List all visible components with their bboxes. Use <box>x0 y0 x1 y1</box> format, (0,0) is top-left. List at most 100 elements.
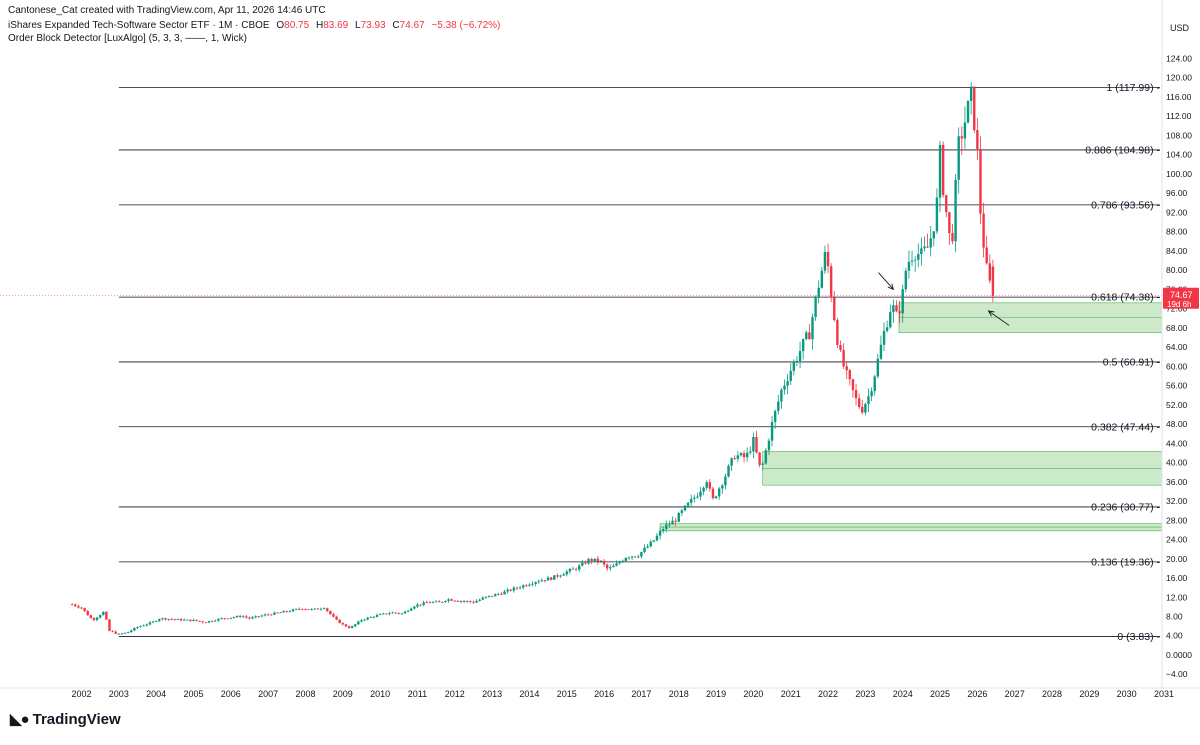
candle-body <box>773 410 777 423</box>
y-tick-label-31: 0.0000 <box>1166 650 1192 660</box>
candle-body <box>864 404 867 413</box>
x-tick-label-1: 2003 <box>109 689 129 699</box>
indicator-legend[interactable]: Order Block Detector [LuxAlgo] (5, 3, 3,… <box>8 33 247 44</box>
fib-label-7: 0.136 (19.36) - <box>1091 556 1160 568</box>
candle-body <box>133 628 136 631</box>
candle-body <box>985 247 988 264</box>
y-tick-label-15: 64.00 <box>1166 342 1188 352</box>
candle-body <box>957 136 960 180</box>
candle-body <box>826 252 830 267</box>
candle-body <box>627 557 631 559</box>
candle-body <box>602 560 606 565</box>
candle-body <box>170 619 173 620</box>
candle-body <box>876 358 880 377</box>
candle-body <box>941 144 945 196</box>
candle-body <box>260 615 264 617</box>
candle-body <box>705 482 708 488</box>
candle-body <box>817 287 820 297</box>
candle-body <box>689 498 693 503</box>
candle-body <box>736 455 740 459</box>
candle-body <box>861 406 864 413</box>
candle-body <box>609 567 612 569</box>
candle-body <box>282 611 285 613</box>
candle-body <box>298 608 301 610</box>
candle-body <box>322 608 326 610</box>
candle-body <box>111 630 114 632</box>
x-tick-label-7: 2009 <box>333 689 353 699</box>
candle-body <box>724 476 727 486</box>
ohlc-close: 74.67 <box>399 20 425 31</box>
candle-body <box>948 212 951 233</box>
candle-body <box>148 622 152 625</box>
candle-body <box>276 612 279 614</box>
fib-label-1: 0.886 (104.98) - <box>1085 144 1160 156</box>
candle-body <box>254 616 257 618</box>
x-tick-label-0: 2002 <box>71 689 91 699</box>
x-tick-label-12: 2014 <box>519 689 539 699</box>
order-block-zone-0 <box>898 302 1163 333</box>
candle-body <box>329 610 332 615</box>
x-tick-label-28: 2030 <box>1117 689 1137 699</box>
candle-body <box>89 615 93 619</box>
x-tick-label-24: 2026 <box>967 689 987 699</box>
candle-body <box>469 601 472 602</box>
y-tick-label-25: 24.00 <box>1166 535 1188 545</box>
candle-body <box>382 613 385 615</box>
x-tick-label-29: 2031 <box>1154 689 1174 699</box>
candle-body <box>596 558 600 562</box>
candle-body <box>413 606 416 609</box>
candle-body <box>879 344 883 359</box>
arrow-head-1 <box>987 310 995 317</box>
candle-body <box>385 613 388 615</box>
candle-body <box>805 332 808 340</box>
candle-body <box>92 618 96 621</box>
ohlc-high-label: H <box>315 20 324 31</box>
candle-body <box>565 571 568 575</box>
candle-body <box>901 289 904 314</box>
y-tick-label-32: −4.00 <box>1166 669 1188 679</box>
candle-body <box>459 601 463 602</box>
candle-body <box>571 568 575 570</box>
candle-body <box>637 556 640 558</box>
candle-body <box>195 619 198 621</box>
candle-body <box>584 562 587 564</box>
candle-body <box>839 344 842 351</box>
candle-body <box>226 618 229 620</box>
candle-body <box>808 332 811 340</box>
candle-body <box>814 296 817 318</box>
candle-body <box>677 512 680 522</box>
arrow-head-0 <box>887 283 895 291</box>
candle-body <box>755 437 758 453</box>
candle-body <box>198 620 201 622</box>
candle-body <box>528 584 531 586</box>
y-tick-label-26: 20.00 <box>1166 554 1188 564</box>
candle-body <box>929 238 932 248</box>
x-tick-label-9: 2011 <box>408 689 427 699</box>
candle-body <box>462 601 466 602</box>
candle-body <box>618 562 621 564</box>
fib-label-2: 0.786 (93.56) - <box>1091 199 1160 211</box>
candle-body <box>484 596 488 598</box>
y-tick-label-27: 16.00 <box>1166 573 1188 583</box>
y-tick-label-16: 60.00 <box>1166 361 1188 371</box>
candle-body <box>419 604 422 606</box>
candle-body <box>164 618 167 620</box>
candle-body <box>494 594 497 597</box>
candle-body <box>257 616 261 618</box>
candle-body <box>889 312 892 328</box>
y-tick-label-30: 4.00 <box>1166 631 1183 641</box>
candle-body <box>649 541 652 547</box>
candle-body <box>749 451 752 453</box>
candle-body <box>892 305 895 313</box>
candle-body <box>951 232 954 242</box>
candle-body <box>668 524 671 526</box>
x-tick-label-17: 2019 <box>706 689 726 699</box>
candle-body <box>515 587 519 589</box>
candle-body <box>910 260 914 262</box>
candle-body <box>105 611 108 620</box>
candle-body <box>982 213 985 248</box>
arrow-1 <box>988 310 1010 326</box>
candle-body <box>397 613 400 614</box>
candle-body <box>531 583 534 585</box>
candle-body <box>599 560 603 562</box>
